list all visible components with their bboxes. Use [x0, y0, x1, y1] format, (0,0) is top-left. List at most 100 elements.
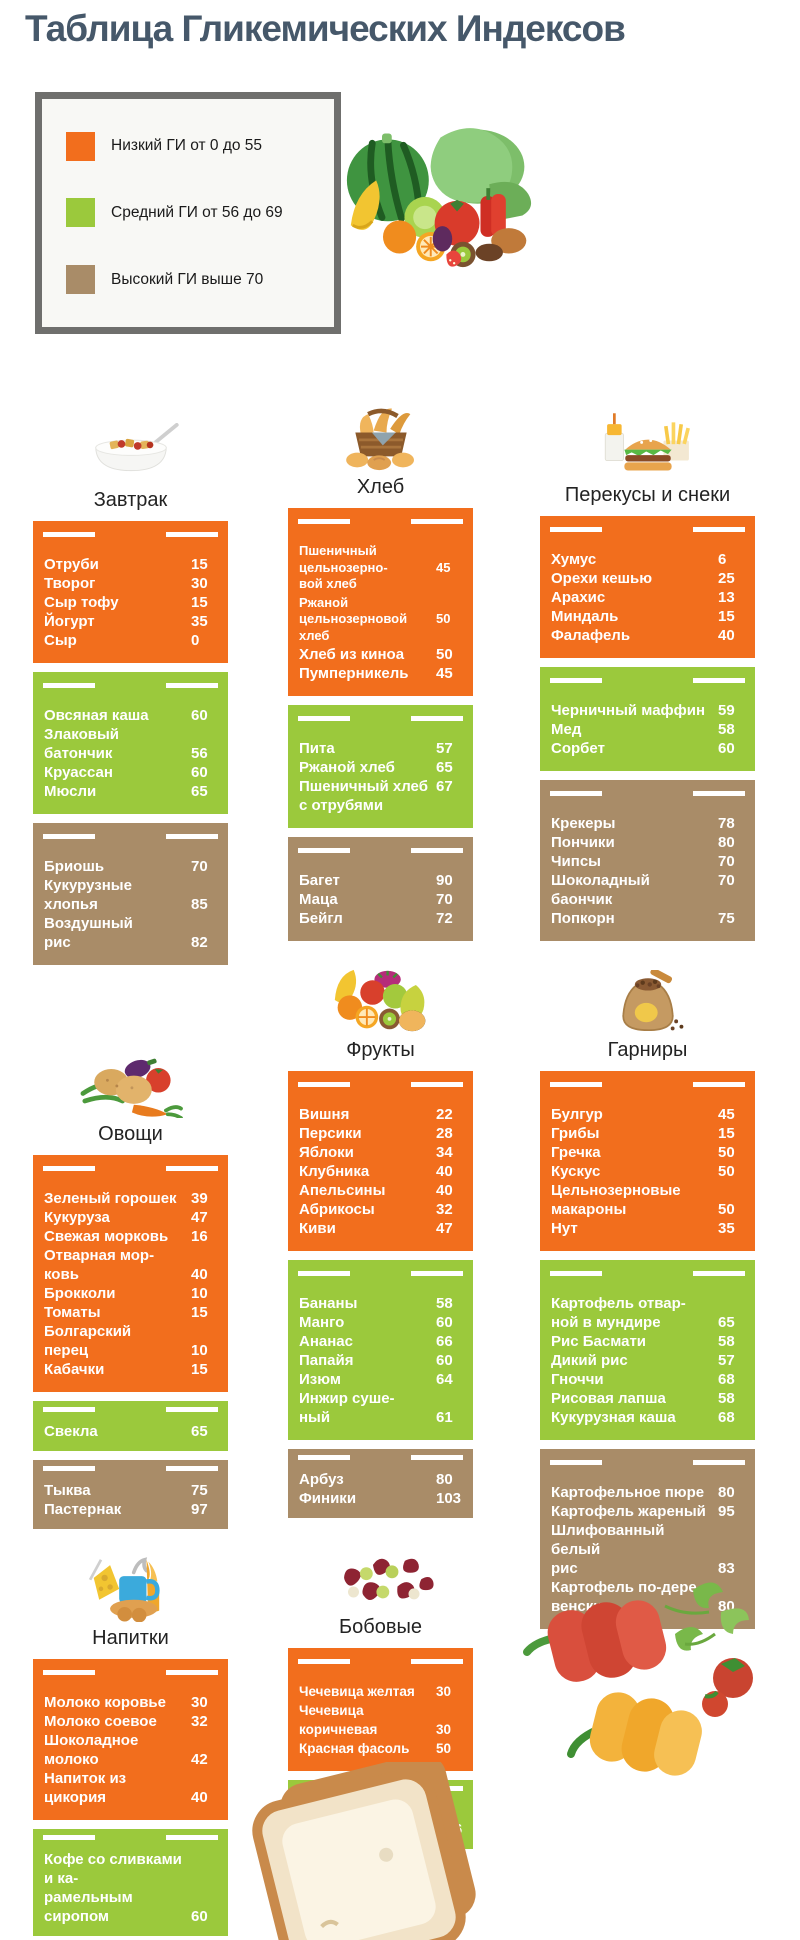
dash-decoration — [166, 532, 218, 537]
food-row: Тыква 75 — [44, 1481, 219, 1500]
gi-value: 16 — [191, 1228, 208, 1245]
food-name: Мюсли — [44, 783, 97, 800]
food-name: Изюм — [299, 1371, 341, 1388]
food-name: Инжир суше- ный — [299, 1390, 395, 1426]
food-row: Киви 47 — [299, 1219, 464, 1238]
gi-value: 45 — [436, 559, 451, 575]
sandwich-illustration — [240, 1753, 510, 1940]
category-icon — [33, 1556, 228, 1622]
dash-decoration — [166, 834, 218, 839]
food-name: Кукурузная каша — [551, 1409, 676, 1426]
food-name: Красная фасоль — [299, 1741, 410, 1756]
food-name: Пумперникель — [299, 665, 409, 682]
legend-color-swatch — [66, 198, 95, 228]
gi-value: 47 — [191, 1209, 208, 1226]
dash-decoration — [43, 1407, 95, 1412]
food-row: Чипсы 70 — [551, 852, 746, 871]
food-row: Персики 28 — [299, 1124, 464, 1143]
legend-item: Низкий ГИ от 0 до 55 — [66, 131, 334, 161]
food-name: Рис Басмати — [551, 1333, 647, 1350]
category-side-dishes: Гарниры Булгур 45 Грибы 15 Гречка 50 Кус… — [540, 968, 755, 1638]
food-name: Арбуз — [299, 1471, 344, 1488]
food-row: Арахис 13 — [551, 588, 746, 607]
food-row: Манго 60 — [299, 1313, 464, 1332]
dash-decoration — [411, 1271, 463, 1276]
dash-decoration — [43, 1835, 95, 1840]
gi-value: 68 — [718, 1409, 735, 1426]
food-row: Зеленый горошек 39 — [44, 1189, 219, 1208]
gi-value: 58 — [718, 721, 735, 738]
food-row: Папайя 60 — [299, 1351, 464, 1370]
gi-value: 65 — [436, 759, 453, 776]
food-name: Рисовая лапша — [551, 1390, 666, 1407]
dash-decoration — [550, 1271, 602, 1276]
category-title: Овощи — [98, 1123, 163, 1145]
gi-value: 58 — [718, 1333, 735, 1350]
food-name: Булгур — [551, 1106, 603, 1123]
category-blocks: Булгур 45 Грибы 15 Гречка 50 Кускус 50 Ц… — [540, 1071, 755, 1638]
food-row: Маца 70 — [299, 890, 464, 909]
category-vegetables: Овощи Зеленый горошек 39 Кукуруза 47 Све… — [33, 1052, 228, 1538]
food-row: Творог 30 — [44, 574, 219, 593]
fruits-icon — [334, 969, 425, 1032]
food-row: Булгур 45 — [551, 1105, 746, 1124]
food-row: Изюм 64 — [299, 1370, 464, 1389]
gi-block: Чечевица желтая 30 Чечевица коричневая 3… — [288, 1648, 473, 1771]
gi-value: 83 — [718, 1560, 735, 1577]
food-row: Молоко соевое 32 — [44, 1712, 219, 1731]
dash-decoration — [411, 1659, 463, 1664]
food-name: Пончики — [551, 834, 615, 851]
food-row: Арбуз 80 — [299, 1470, 464, 1489]
gi-block: Черничный маффин 59 Мед 58 Сорбет 60 — [540, 667, 755, 771]
dash-decoration — [298, 1659, 350, 1664]
gi-value: 70 — [436, 891, 453, 908]
gi-value: 50 — [718, 1163, 735, 1180]
dash-decoration — [693, 791, 745, 796]
gi-value: 45 — [718, 1106, 735, 1123]
food-name: Шлифованный белый рис — [551, 1522, 665, 1577]
category-title: Напитки — [92, 1627, 169, 1649]
gi-rows: Булгур 45 Грибы 15 Гречка 50 Кускус 50 Ц… — [551, 1105, 746, 1238]
category-bread: Хлеб Пшеничный цельнозерно- вой хлеб 45 … — [288, 405, 473, 950]
food-name: Манго — [299, 1314, 345, 1331]
food-name: Молоко соевое — [44, 1713, 157, 1730]
food-row: Яблоки 34 — [299, 1143, 464, 1162]
gi-value: 28 — [436, 1125, 453, 1142]
category-drinks: Напитки Молоко коровье 30 Молоко соевое … — [33, 1556, 228, 1940]
gi-value: 67 — [436, 778, 453, 795]
food-row: Молоко коровье 30 — [44, 1693, 219, 1712]
gi-value: 80 — [718, 834, 735, 851]
gi-value: 42 — [191, 1751, 208, 1768]
food-name: Миндаль — [551, 608, 619, 625]
bread-basket-icon — [345, 408, 414, 471]
legend-label: Низкий ГИ от 0 до 55 — [111, 137, 263, 155]
category-blocks: Хумус 6 Орехи кешью 25 Арахис 13 Миндаль… — [540, 516, 755, 950]
food-name: Брокколи — [44, 1285, 116, 1302]
category-blocks: Молоко коровье 30 Молоко соевое 32 Шокол… — [33, 1659, 228, 1940]
food-row: Свежая морковь 16 — [44, 1227, 219, 1246]
food-name: Бананы — [299, 1295, 358, 1312]
gi-value: 64 — [436, 1371, 453, 1388]
food-row: Цельнозерновые макароны 50 — [551, 1181, 746, 1219]
gi-block: Пита 57 Ржаной хлеб 65 Пшеничный хлеб с … — [288, 705, 473, 828]
food-row: Ананас 66 — [299, 1332, 464, 1351]
food-row: Напиток из цикория 40 — [44, 1769, 219, 1807]
food-row: Картофель жареный 95 — [551, 1502, 746, 1521]
dash-decoration — [550, 1460, 602, 1465]
legend-label: Высокий ГИ выше 70 — [111, 270, 264, 288]
gi-value: 78 — [718, 815, 735, 832]
legend-item: Средний ГИ от 56 до 69 — [66, 198, 334, 228]
food-name: Кукуруза — [44, 1209, 110, 1226]
dash-decoration — [166, 1407, 218, 1412]
food-row: Шлифованный белый рис 83 — [551, 1521, 746, 1578]
gi-value: 40 — [436, 1182, 453, 1199]
gi-rows: Вишня 22 Персики 28 Яблоки 34 Клубника 4… — [299, 1105, 464, 1238]
food-row: Красная фасоль 50 — [299, 1739, 464, 1758]
food-row: Клубника 40 — [299, 1162, 464, 1181]
food-name: Шоколадный баончик — [551, 872, 650, 908]
gi-value: 40 — [436, 1163, 453, 1180]
food-row: Инжир суше- ный 61 — [299, 1389, 464, 1427]
gi-rows: Свекла 65 — [44, 1422, 219, 1441]
food-row: Чечевица коричневая 30 — [299, 1701, 464, 1739]
gi-block: Свекла 65 — [33, 1401, 228, 1451]
